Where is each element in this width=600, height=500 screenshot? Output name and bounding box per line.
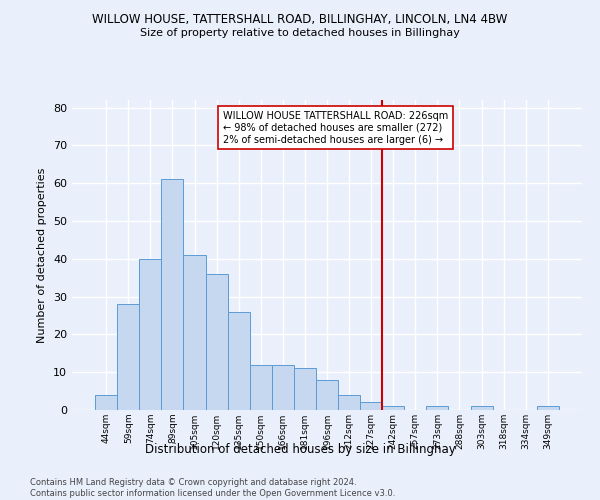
- Bar: [139, 259, 161, 410]
- Bar: [206, 274, 227, 410]
- Text: Contains HM Land Registry data © Crown copyright and database right 2024.
Contai: Contains HM Land Registry data © Crown c…: [30, 478, 395, 498]
- Bar: [250, 364, 272, 410]
- Text: Distribution of detached houses by size in Billinghay: Distribution of detached houses by size …: [145, 442, 455, 456]
- Text: WILLOW HOUSE, TATTERSHALL ROAD, BILLINGHAY, LINCOLN, LN4 4BW: WILLOW HOUSE, TATTERSHALL ROAD, BILLINGH…: [92, 12, 508, 26]
- Bar: [161, 180, 184, 410]
- Bar: [470, 406, 493, 410]
- Y-axis label: Number of detached properties: Number of detached properties: [37, 168, 47, 342]
- Bar: [227, 312, 250, 410]
- Bar: [117, 304, 139, 410]
- Bar: [294, 368, 316, 410]
- Bar: [338, 395, 360, 410]
- Bar: [537, 406, 559, 410]
- Bar: [95, 395, 117, 410]
- Bar: [316, 380, 338, 410]
- Bar: [184, 255, 206, 410]
- Text: Size of property relative to detached houses in Billinghay: Size of property relative to detached ho…: [140, 28, 460, 38]
- Bar: [382, 406, 404, 410]
- Bar: [427, 406, 448, 410]
- Bar: [272, 364, 294, 410]
- Bar: [360, 402, 382, 410]
- Text: WILLOW HOUSE TATTERSHALL ROAD: 226sqm
← 98% of detached houses are smaller (272): WILLOW HOUSE TATTERSHALL ROAD: 226sqm ← …: [223, 112, 448, 144]
